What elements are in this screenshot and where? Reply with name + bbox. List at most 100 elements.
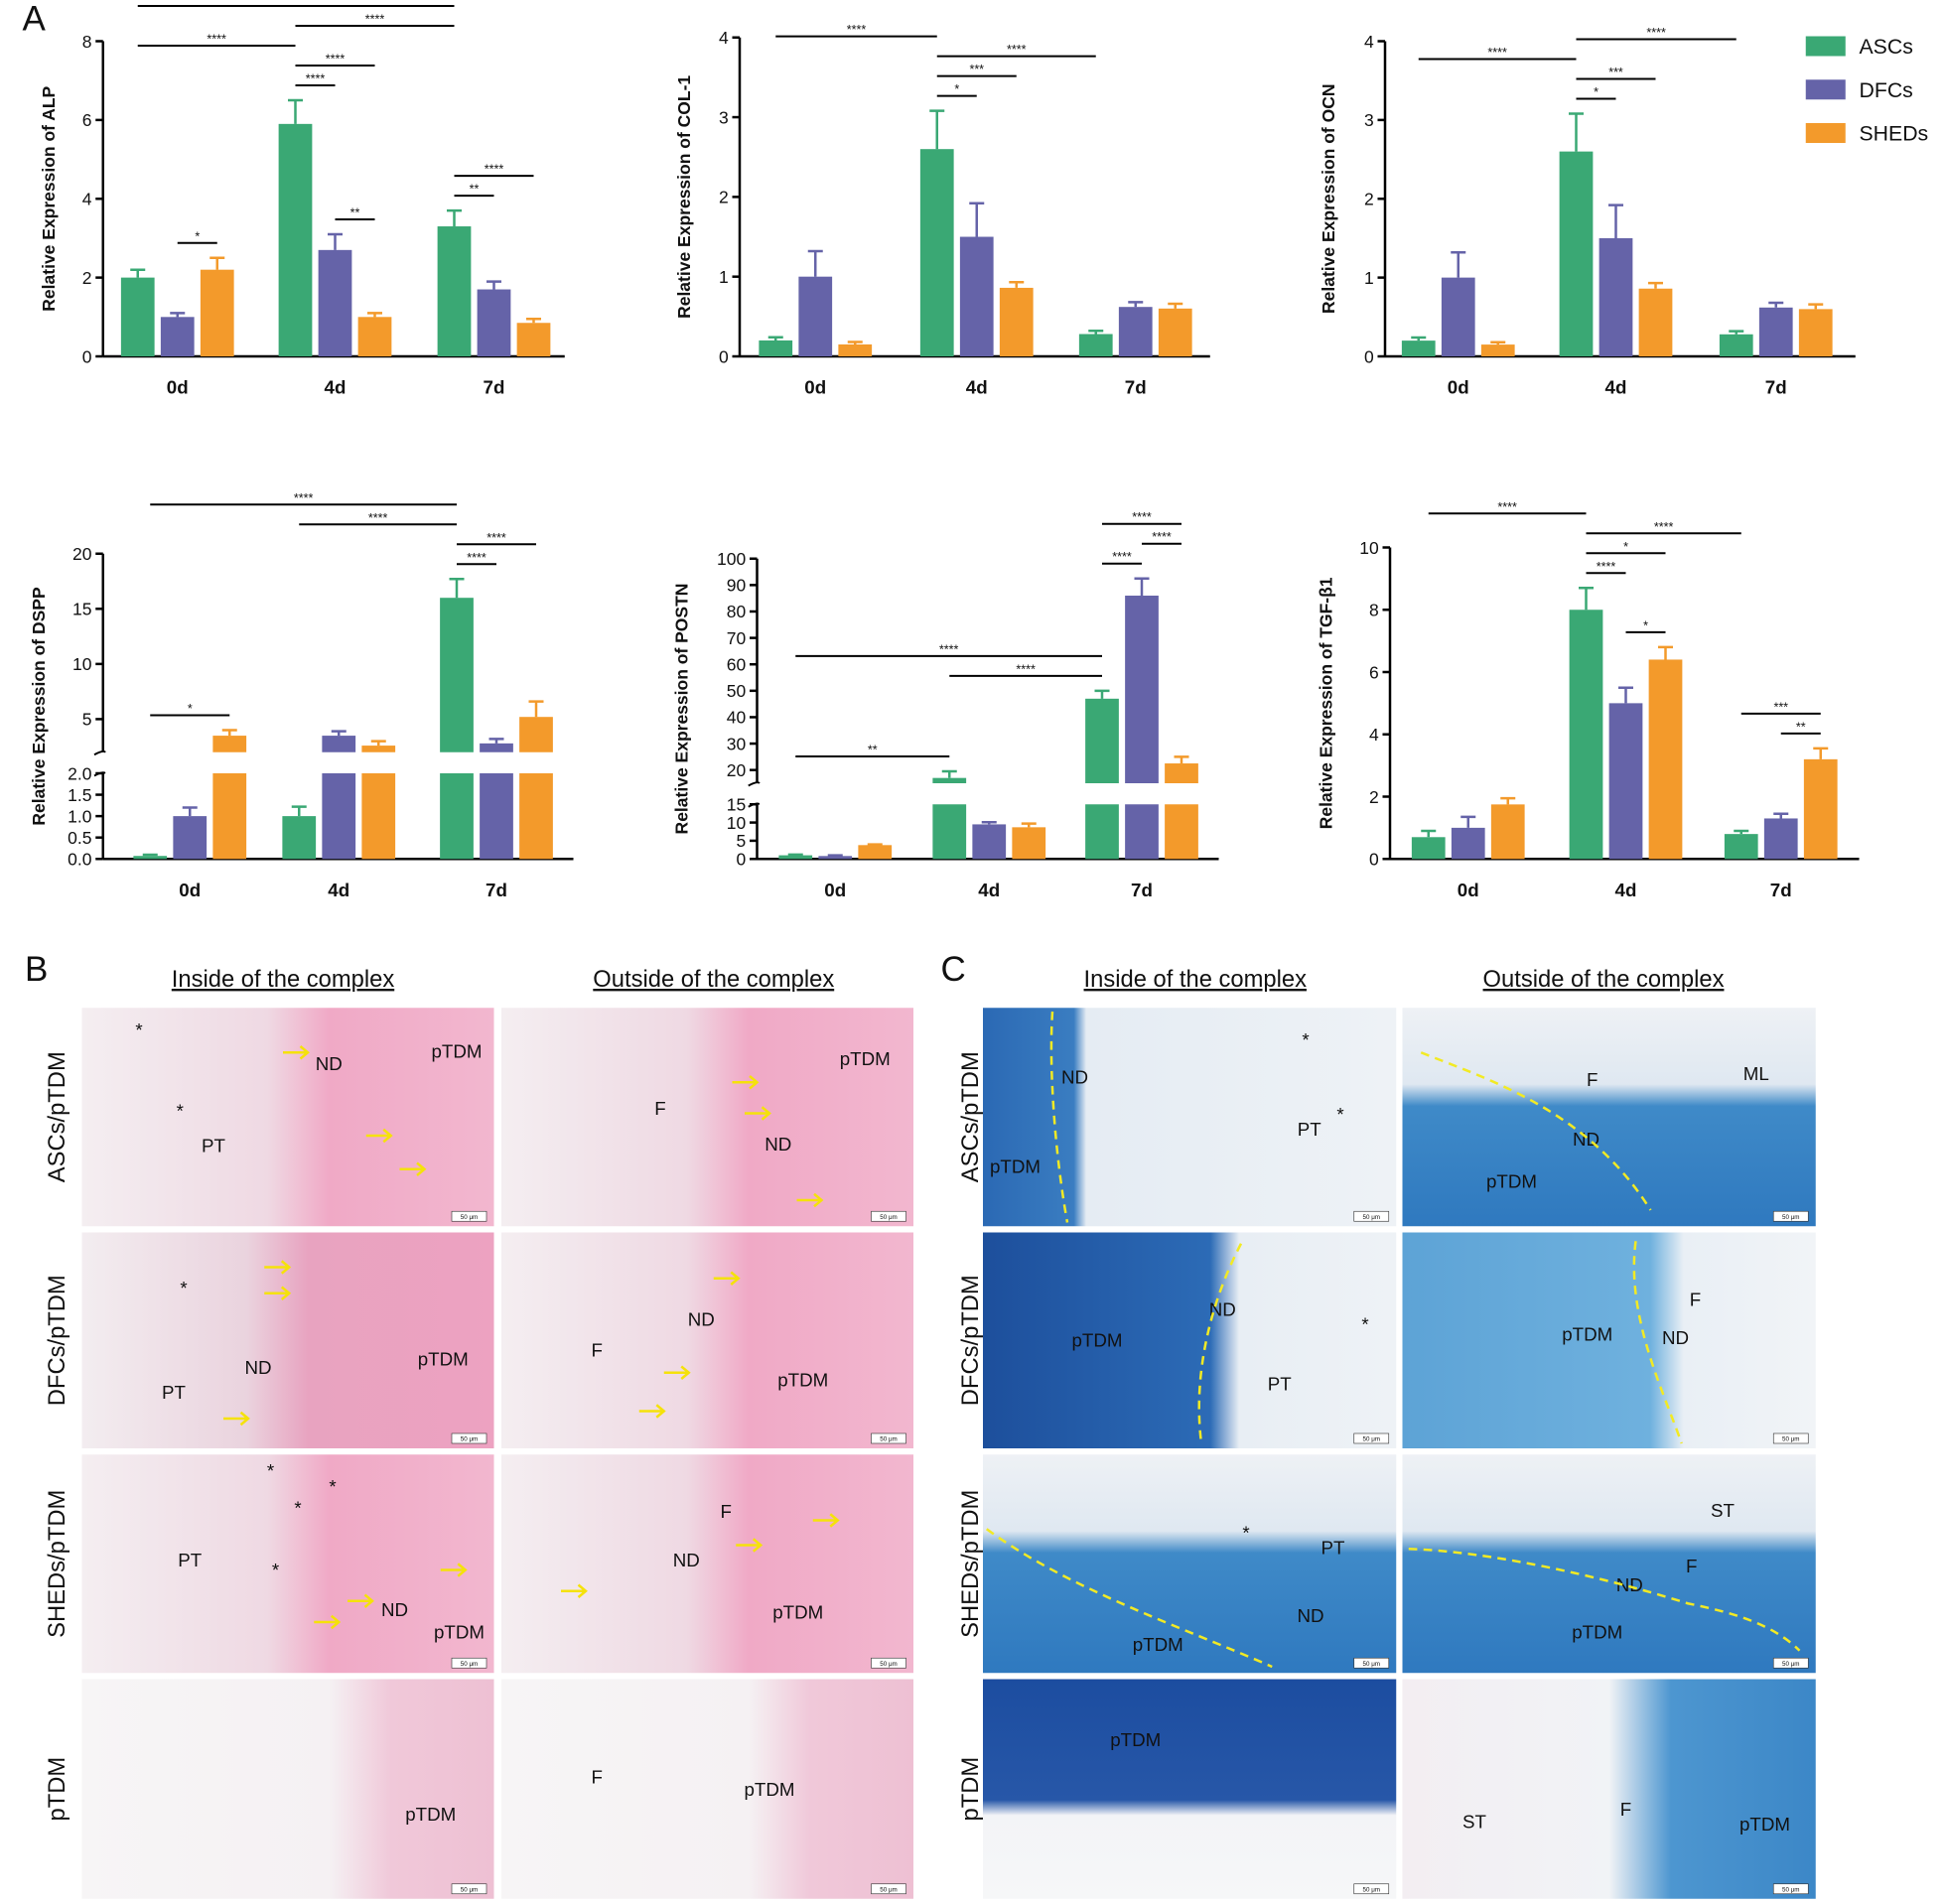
x-tick-label: 7d xyxy=(1770,880,1792,900)
y-axis-title: Relative Expression of TGF-β1 xyxy=(1316,577,1335,829)
image-label: * xyxy=(1242,1522,1249,1543)
image-label: pTDM xyxy=(1562,1323,1612,1344)
arrow xyxy=(440,1563,468,1577)
y-tick-label: 5 xyxy=(82,710,92,730)
error-bar xyxy=(1734,829,1749,835)
significance-label: * xyxy=(954,82,959,96)
y-axis-title: Relative Expression of COL-1 xyxy=(674,75,694,319)
image-label: pTDM xyxy=(431,1040,482,1061)
x-tick-label: 7d xyxy=(486,880,507,900)
bar xyxy=(1441,277,1475,356)
boundary xyxy=(1049,1011,1069,1223)
x-tick-label: 4d xyxy=(1605,377,1627,398)
image-label: ST xyxy=(1711,1500,1736,1521)
scale-bar-box xyxy=(1353,1883,1390,1895)
arrow xyxy=(283,1045,310,1060)
image-label: F xyxy=(1686,1556,1697,1576)
significance-label: **** xyxy=(365,13,385,27)
scale-bar-label: 50 μm xyxy=(1782,1436,1800,1443)
scale-bar-box xyxy=(1353,1657,1390,1669)
bar xyxy=(1490,804,1525,860)
y-tick-label: 4 xyxy=(719,28,729,48)
image-label: * xyxy=(294,1497,301,1518)
error-bar xyxy=(847,340,863,344)
significance-label: **** xyxy=(326,53,346,67)
significance-label: **** xyxy=(1016,662,1036,676)
image-label: PT xyxy=(1298,1119,1322,1140)
arrow xyxy=(264,1286,292,1300)
error-bar xyxy=(209,256,225,270)
bar xyxy=(200,269,234,356)
image-label: pTDM xyxy=(1133,1634,1183,1655)
micrograph xyxy=(983,1008,1397,1227)
bar xyxy=(1758,307,1793,356)
boundary xyxy=(1632,1241,1683,1444)
image-label: pTDM xyxy=(840,1048,891,1069)
x-tick-label: 0d xyxy=(804,377,826,398)
significance-label: **** xyxy=(1646,26,1666,40)
bar xyxy=(919,149,954,356)
error-bar xyxy=(1134,577,1150,597)
error-bar xyxy=(1500,796,1516,805)
error-bar xyxy=(1009,281,1025,288)
error-bar xyxy=(447,208,462,227)
y-tick-label: 8 xyxy=(1369,601,1379,620)
row-title: DFCs/pTDM xyxy=(44,1275,70,1406)
scale-bar-box xyxy=(871,1883,906,1895)
y-tick-label: 80 xyxy=(727,602,747,621)
y-tick-label: 30 xyxy=(727,734,747,753)
significance-label: **** xyxy=(467,551,486,565)
scale-bar-label: 50 μm xyxy=(1363,1436,1381,1443)
image-label: pTDM xyxy=(405,1804,456,1825)
y-axis-title: Relative Expression of ALP xyxy=(39,85,59,311)
error-bar xyxy=(1094,689,1110,699)
y-tick-label: 15 xyxy=(727,795,746,815)
significance-label: **** xyxy=(486,531,506,545)
scale-bar-label: 50 μm xyxy=(461,1436,479,1443)
legend-label: ASCs xyxy=(1860,35,1913,59)
micrograph xyxy=(501,1679,913,1899)
scale-bar-box xyxy=(1772,1210,1809,1222)
significance-label: **** xyxy=(1487,46,1507,60)
image-label: F xyxy=(592,1340,603,1361)
error-bar xyxy=(1729,330,1744,335)
legend-label: DFCs xyxy=(1860,78,1913,102)
micrograph xyxy=(983,1679,1397,1899)
y-tick-label: 0 xyxy=(1364,346,1374,366)
bar xyxy=(1451,827,1485,860)
image-label: ND xyxy=(244,1357,271,1378)
image-label: * xyxy=(1302,1029,1309,1050)
bar xyxy=(759,340,793,356)
y-tick-label: 60 xyxy=(727,654,747,674)
significance-label: **** xyxy=(1597,560,1616,574)
x-tick-label: 7d xyxy=(1131,880,1153,900)
image-label: F xyxy=(1587,1069,1598,1090)
significance-label: **** xyxy=(939,642,959,656)
bar xyxy=(778,855,813,860)
image-label: F xyxy=(592,1767,603,1788)
y-tick-label: 0.0 xyxy=(68,850,92,870)
image-label: ND xyxy=(688,1308,715,1329)
scale-bar-label: 50 μm xyxy=(461,1661,479,1668)
row-title: DFCs/pTDM xyxy=(957,1275,984,1406)
error-bar xyxy=(1088,330,1104,335)
image-label: pTDM xyxy=(1486,1171,1537,1192)
image-label: F xyxy=(721,1501,732,1522)
legend-swatch xyxy=(1805,79,1846,100)
bar xyxy=(1078,334,1113,356)
x-tick-label: 0d xyxy=(167,377,189,398)
error-bar xyxy=(528,700,544,718)
scale-bar-label: 50 μm xyxy=(1363,1886,1381,1893)
image-label: PT xyxy=(1321,1537,1346,1558)
bar xyxy=(1608,703,1643,860)
y-tick-label: 0 xyxy=(719,346,729,366)
image-label: ST xyxy=(1462,1812,1487,1833)
image-label: * xyxy=(1336,1104,1343,1125)
error-bar xyxy=(1808,303,1824,310)
image-label: ND xyxy=(673,1550,700,1570)
y-tick-label: 20 xyxy=(727,760,747,780)
image-label: F xyxy=(1690,1289,1701,1309)
y-tick-label: 40 xyxy=(727,708,747,728)
bar xyxy=(133,856,168,860)
image-label: * xyxy=(177,1100,184,1121)
